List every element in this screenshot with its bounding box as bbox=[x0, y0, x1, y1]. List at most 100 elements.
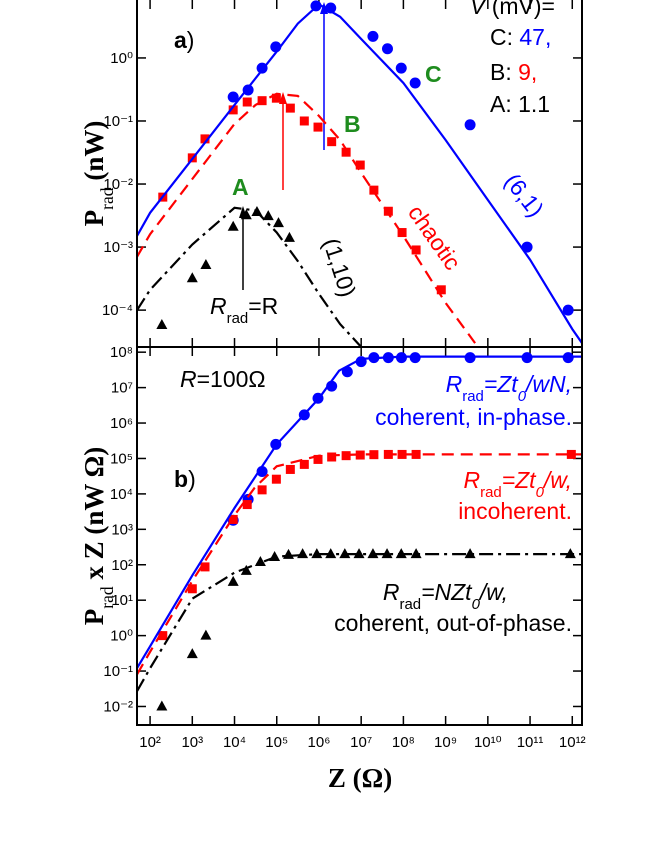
note: Rrad=Zt0/w, bbox=[463, 467, 572, 501]
x-tick-label: 10¹² bbox=[559, 734, 586, 751]
marker bbox=[228, 105, 238, 115]
marker bbox=[186, 648, 198, 659]
curve bbox=[137, 206, 363, 347]
y-tick-label: 10⁻² bbox=[103, 176, 133, 193]
note: coherent, in-phase. bbox=[375, 404, 572, 430]
legend-entry: B: 9, bbox=[490, 59, 537, 85]
text-part: /wN, bbox=[524, 371, 572, 397]
marker bbox=[227, 91, 239, 103]
marker bbox=[355, 160, 365, 170]
x-tick-label: 10³ bbox=[181, 734, 203, 751]
legend-entry: C: 47, bbox=[490, 24, 551, 50]
legend-value: 47, bbox=[519, 24, 551, 50]
marker bbox=[562, 304, 574, 316]
text-part: /w, bbox=[478, 579, 508, 605]
marker bbox=[327, 137, 337, 147]
marker bbox=[240, 564, 252, 575]
marker bbox=[313, 122, 323, 132]
text-part: /w, bbox=[542, 467, 572, 493]
text-part: R bbox=[446, 371, 463, 397]
text-part: coherent, in-phase. bbox=[375, 404, 572, 430]
marker bbox=[367, 30, 379, 42]
text-part: ) bbox=[188, 466, 196, 492]
y-tick-label: 10¹ bbox=[111, 592, 133, 609]
marker bbox=[381, 43, 393, 55]
marker bbox=[355, 450, 365, 460]
marker bbox=[271, 93, 281, 103]
marker bbox=[227, 220, 239, 231]
marker bbox=[227, 575, 239, 586]
panel: 10⁰ 10⁻¹ 10⁻² 10⁻³ 10⁻⁴ bbox=[102, 0, 582, 347]
text-part: =Zt bbox=[484, 371, 519, 397]
marker bbox=[200, 629, 212, 640]
marker bbox=[186, 272, 198, 283]
marker bbox=[436, 285, 446, 295]
y-tick-label: 10⁶ bbox=[110, 415, 133, 432]
marker bbox=[156, 700, 168, 711]
marker bbox=[271, 474, 281, 484]
marker bbox=[341, 147, 351, 157]
text-part: =NZt bbox=[421, 579, 473, 605]
marker bbox=[341, 366, 353, 378]
x-tick-label: 10⁷ bbox=[350, 734, 372, 751]
text-part: =100Ω bbox=[197, 366, 266, 392]
x-tick-label: 10⁶ bbox=[308, 734, 331, 751]
y-tick-label: 10⁰ bbox=[110, 50, 133, 67]
text-part: 0 bbox=[472, 596, 481, 613]
marker bbox=[200, 134, 210, 144]
x-axis-label: Z (Ω) bbox=[328, 763, 392, 793]
y-axis-label: Prad (nW) bbox=[79, 121, 117, 227]
marker bbox=[409, 77, 421, 89]
marker bbox=[228, 514, 238, 524]
resistance-label: R=100Ω bbox=[180, 366, 266, 392]
marker bbox=[242, 97, 252, 107]
marker bbox=[158, 631, 168, 641]
text-part: incoherent. bbox=[458, 498, 572, 524]
series-label: A bbox=[232, 174, 249, 200]
text-part: R bbox=[210, 293, 227, 319]
plot-area bbox=[137, 0, 582, 347]
text-part: rad bbox=[97, 586, 117, 609]
marker bbox=[383, 206, 393, 216]
y-tick-label: 10³ bbox=[111, 521, 133, 538]
curve bbox=[137, 2, 582, 344]
marker bbox=[411, 245, 421, 255]
marker bbox=[262, 210, 274, 221]
x-tick-label: 10⁹ bbox=[434, 734, 457, 751]
marker bbox=[283, 231, 295, 242]
marker bbox=[464, 548, 476, 559]
marker bbox=[395, 62, 407, 74]
marker bbox=[285, 464, 295, 474]
marker bbox=[566, 449, 576, 459]
marker bbox=[257, 485, 267, 495]
text-part: rad bbox=[227, 310, 249, 327]
marker bbox=[369, 185, 379, 195]
marker bbox=[242, 500, 252, 510]
resistance-label: Rrad=R bbox=[210, 293, 278, 327]
y-tick-label: 10⁴ bbox=[110, 486, 133, 503]
text-part: =R bbox=[248, 293, 278, 319]
marker bbox=[381, 548, 393, 559]
text-part: (mV)= bbox=[485, 0, 555, 19]
text-part: x Z (nW Ω) bbox=[79, 447, 109, 587]
marker bbox=[200, 258, 212, 269]
y-axis-label: Prad x Z (nW Ω) bbox=[79, 447, 117, 626]
y-tick-label: 10⁻¹ bbox=[103, 113, 133, 130]
marker bbox=[187, 584, 197, 594]
marker bbox=[341, 451, 351, 461]
series-label: C bbox=[425, 61, 442, 87]
x-tick-label: 10⁸ bbox=[392, 734, 415, 751]
y-tick-label: 10⁷ bbox=[111, 380, 133, 397]
marker bbox=[240, 209, 252, 220]
curve bbox=[137, 553, 582, 692]
curve bbox=[137, 355, 582, 669]
text-part: =Zt bbox=[502, 467, 537, 493]
marker bbox=[200, 562, 210, 572]
x-tick-label: 10¹⁰ bbox=[474, 734, 502, 751]
text-part: P bbox=[79, 609, 109, 626]
text-part: rad bbox=[399, 596, 421, 613]
series-label: B bbox=[344, 111, 361, 137]
legend-value: 9, bbox=[518, 59, 537, 85]
text-part: rad bbox=[97, 187, 117, 210]
text-part: 0 bbox=[518, 388, 527, 405]
